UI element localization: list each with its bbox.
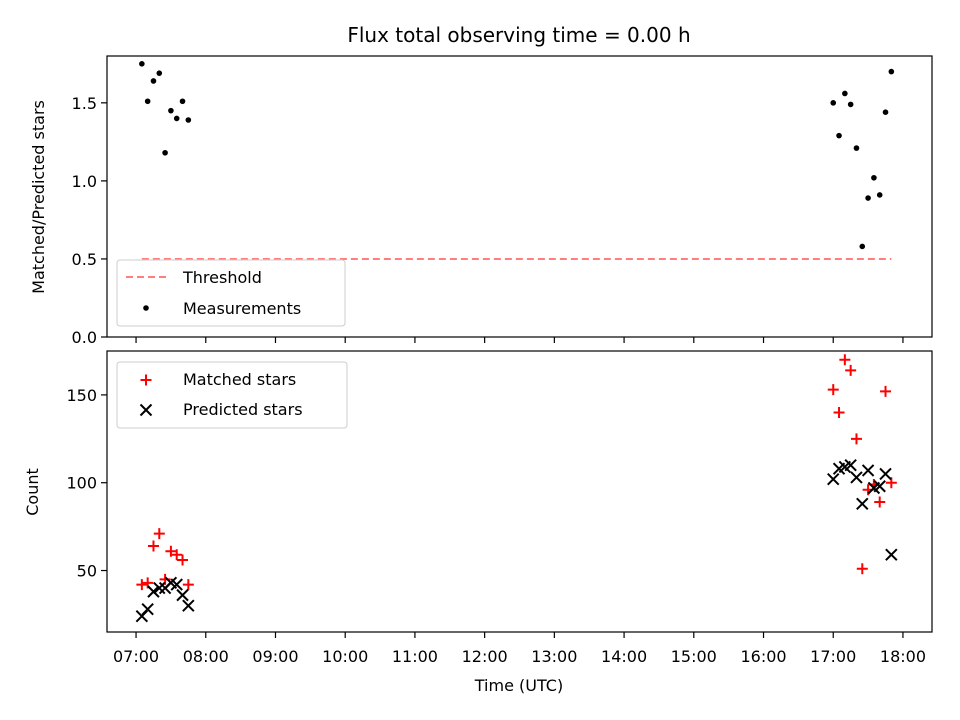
- legend-matched-swatch: [140, 374, 152, 386]
- measurement-point: [162, 149, 168, 156]
- top-legend-box: [116, 259, 346, 327]
- bottom-legend-box: [116, 361, 348, 429]
- predicted-star-point: [879, 467, 892, 481]
- measurement-point: [842, 90, 848, 97]
- measurement-point: [876, 192, 883, 198]
- x-tick-label: 09:00: [252, 647, 298, 666]
- predicted-star-point: [850, 471, 863, 484]
- top-y-tick-label: 1.0: [72, 172, 97, 191]
- top-frame: [106, 55, 933, 338]
- measurement-point: [144, 98, 151, 105]
- measurement-point: [168, 107, 174, 114]
- chart-title: Flux total observing time = 0.00 h: [347, 23, 690, 47]
- measurement-point: [836, 132, 842, 139]
- x-tick-label: 18:00: [880, 647, 926, 666]
- predicted-star-point: [885, 548, 898, 561]
- matched-star-point: [845, 364, 857, 376]
- top-y-tick-label: 0.0: [72, 328, 97, 347]
- legend-threshold-label: Threshold: [182, 268, 262, 287]
- x-tick-label: 10:00: [322, 647, 368, 666]
- predicted-star-point: [153, 581, 166, 595]
- matched-star-point: [153, 528, 165, 540]
- legend-measurements-label: Measurements: [183, 299, 301, 318]
- bottom-y-tick-label: 150: [66, 386, 97, 405]
- measurement-point: [859, 243, 866, 250]
- matched-star-point: [182, 579, 194, 591]
- x-tick-label: 17:00: [810, 647, 856, 666]
- measurement-point: [871, 174, 877, 181]
- legend-predicted-label: Predicted stars: [183, 400, 303, 419]
- legend-measurements-swatch: [143, 305, 149, 311]
- measurement-point: [865, 195, 871, 201]
- matched-star-point: [856, 563, 868, 575]
- matched-star-point: [171, 549, 183, 561]
- top-y-axis-label: Matched/Predicted stars: [29, 100, 48, 294]
- bottom-y-tick-label: 100: [66, 474, 97, 493]
- predicted-star-point: [147, 585, 160, 598]
- measurement-point: [830, 100, 837, 106]
- predicted-star-point: [827, 472, 840, 486]
- top-y-tick-label: 0.5: [72, 250, 97, 269]
- x-tick-label: 07:00: [113, 647, 159, 666]
- predicted-star-point: [176, 588, 189, 602]
- predicted-star-point: [182, 599, 195, 612]
- measurement-point: [139, 61, 145, 67]
- bottom-frame: [106, 350, 933, 633]
- predicted-star-point: [873, 480, 886, 493]
- matched-star-point: [147, 540, 159, 552]
- matched-star-point: [177, 554, 189, 566]
- measurement-point: [185, 117, 192, 123]
- ratio-panel: 0.0 0.5 1.0 1.5 Threshold Measurements: [72, 55, 933, 347]
- x-tick-label: 15:00: [671, 647, 717, 666]
- x-tick-label: 08:00: [183, 647, 229, 666]
- measurement-point: [150, 78, 157, 84]
- measurement-point: [173, 115, 180, 122]
- predicted-star-point: [170, 578, 183, 591]
- measurement-point: [853, 145, 860, 151]
- matched-star-point: [833, 406, 845, 418]
- measurement-point: [847, 101, 854, 108]
- x-tick-label: 16:00: [740, 647, 786, 666]
- legend-predicted-swatch: [139, 403, 153, 417]
- measurement-point: [888, 68, 895, 75]
- matched-star-point: [874, 496, 886, 508]
- x-tick-label: 12:00: [462, 647, 508, 666]
- predicted-star-point: [856, 497, 869, 511]
- count-panel: 50 100 150 07:00 08:00 09:00 10:00 11:00 12:00 13…: [66, 350, 933, 666]
- x-tick-label: 11:00: [392, 647, 438, 666]
- x-tick-label: 14:00: [601, 647, 647, 666]
- x-axis-label: Time (UTC): [474, 676, 563, 695]
- predicted-star-point: [141, 602, 154, 616]
- predicted-star-point: [861, 464, 875, 477]
- bottom-y-axis-label: Count: [23, 468, 42, 516]
- x-tick-label: 13:00: [531, 647, 577, 666]
- measurement-point: [179, 98, 186, 105]
- measurement-point: [156, 70, 163, 76]
- matched-star-point: [136, 579, 148, 591]
- top-legend: Threshold Measurements: [116, 259, 346, 327]
- matched-star-point: [165, 545, 177, 557]
- bottom-legend: Matched stars Predicted stars: [116, 361, 348, 429]
- matched-star-point: [839, 354, 851, 366]
- matched-star-point: [850, 433, 862, 445]
- predicted-star-point: [844, 458, 857, 472]
- matched-star-point: [827, 384, 839, 396]
- bottom-y-tick-label: 50: [77, 562, 97, 581]
- top-y-tick-label: 1.5: [72, 94, 97, 113]
- measurement-point: [882, 109, 889, 115]
- matched-star-point: [880, 385, 892, 397]
- legend-matched-label: Matched stars: [183, 370, 296, 389]
